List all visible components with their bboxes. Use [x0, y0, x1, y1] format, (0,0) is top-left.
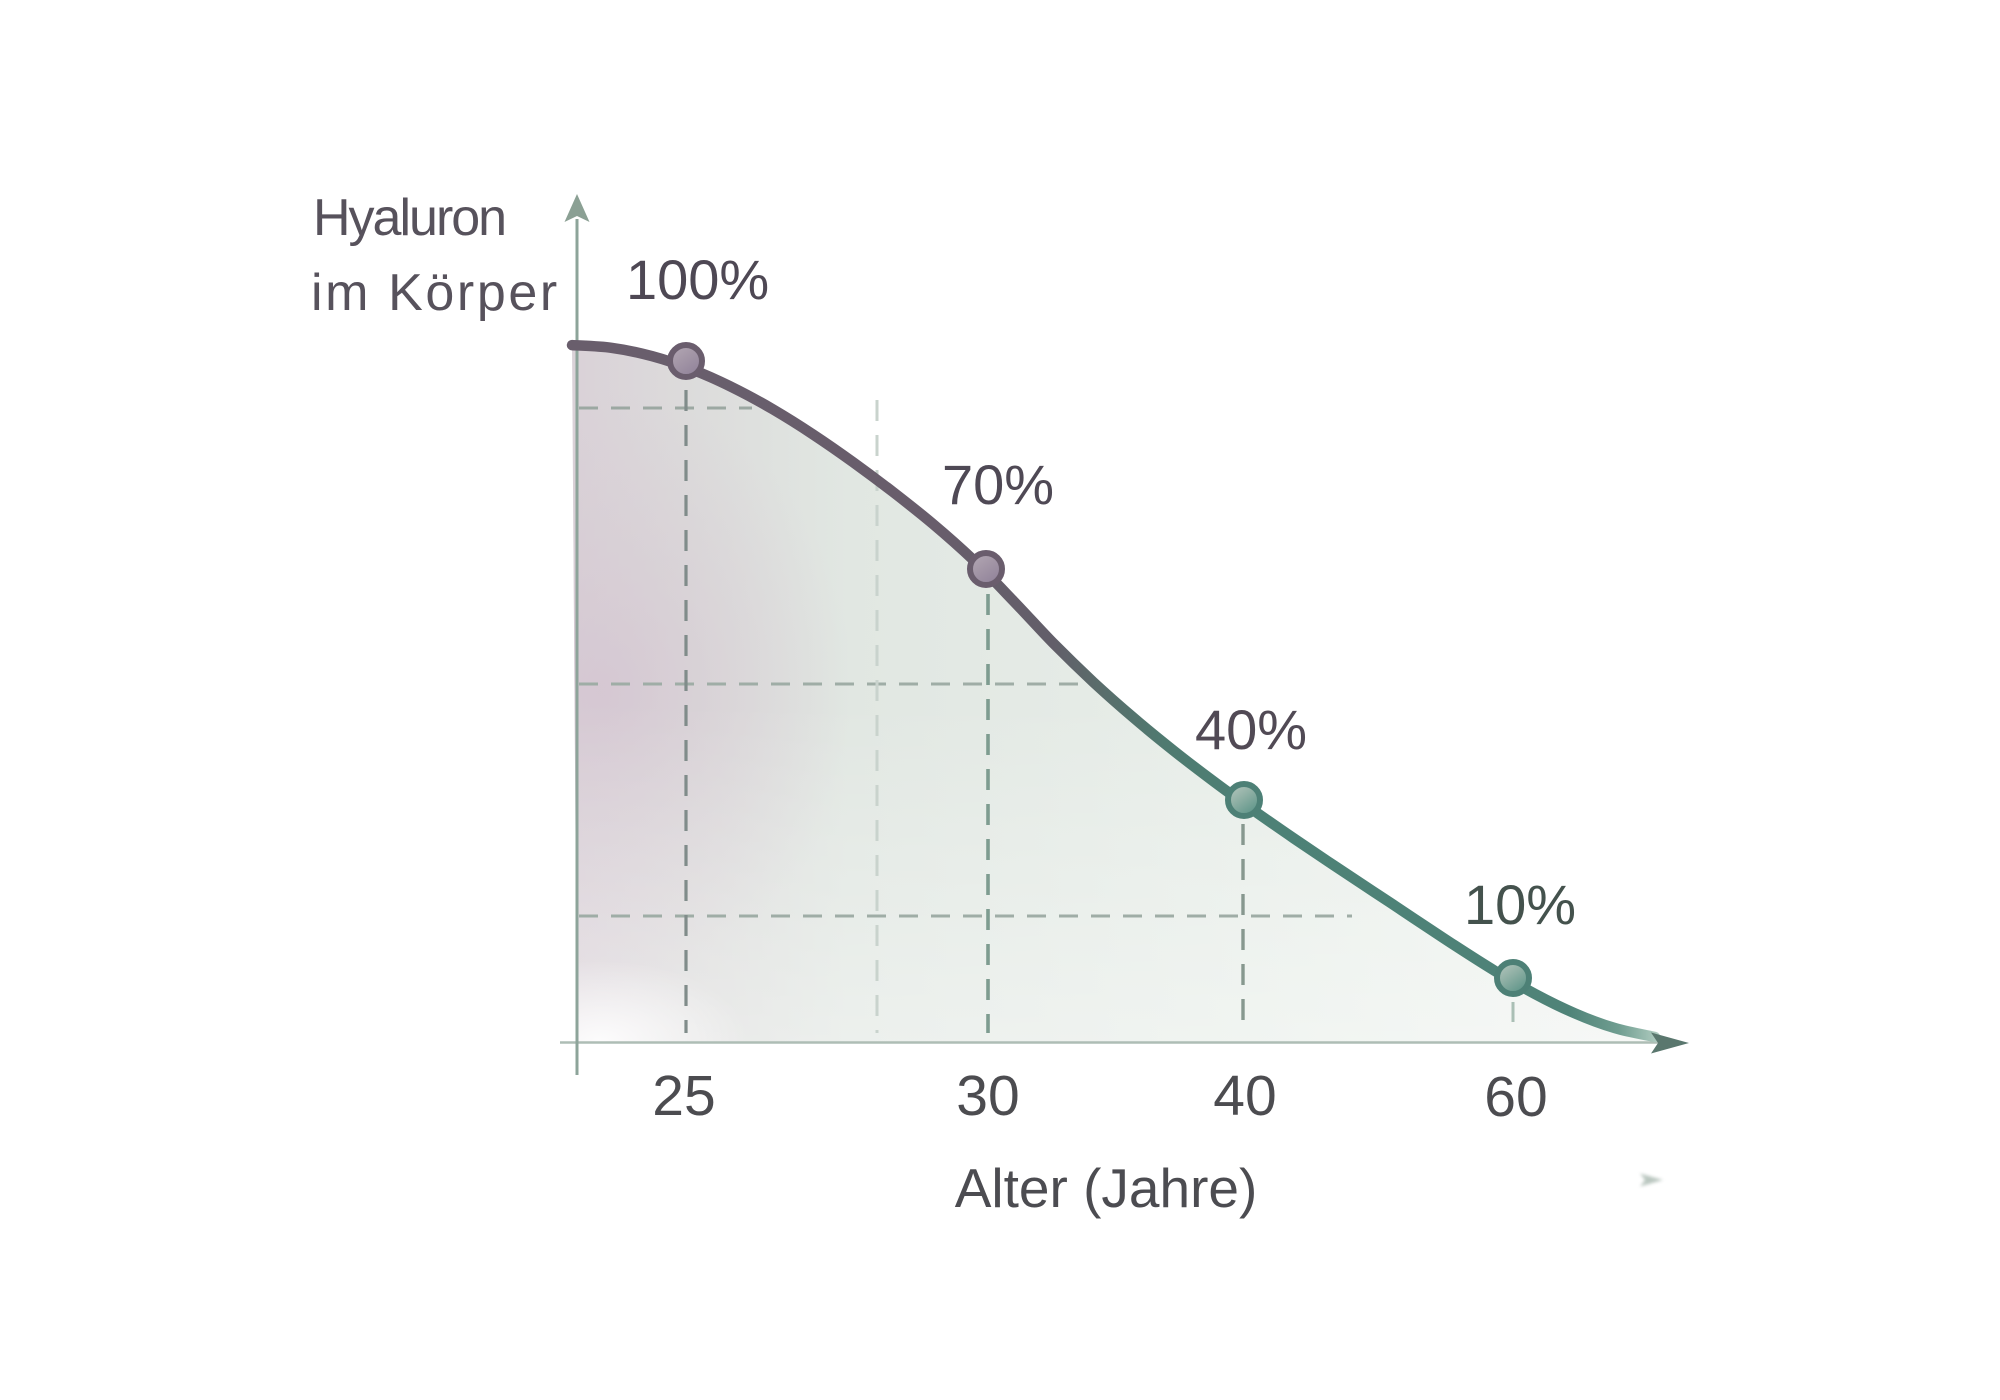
svg-text:100%: 100% — [626, 248, 769, 311]
svg-text:Alter (Jahre): Alter (Jahre) — [955, 1157, 1258, 1219]
svg-text:10%: 10% — [1464, 873, 1576, 936]
svg-text:Hyaluron: Hyaluron — [313, 189, 505, 247]
svg-text:60: 60 — [1484, 1065, 1547, 1129]
svg-text:30: 30 — [956, 1064, 1019, 1128]
svg-text:im Körper: im Körper — [311, 264, 560, 322]
svg-text:70%: 70% — [942, 453, 1054, 516]
svg-text:40: 40 — [1213, 1064, 1276, 1128]
svg-text:40%: 40% — [1195, 698, 1307, 761]
svg-text:25: 25 — [652, 1064, 715, 1128]
